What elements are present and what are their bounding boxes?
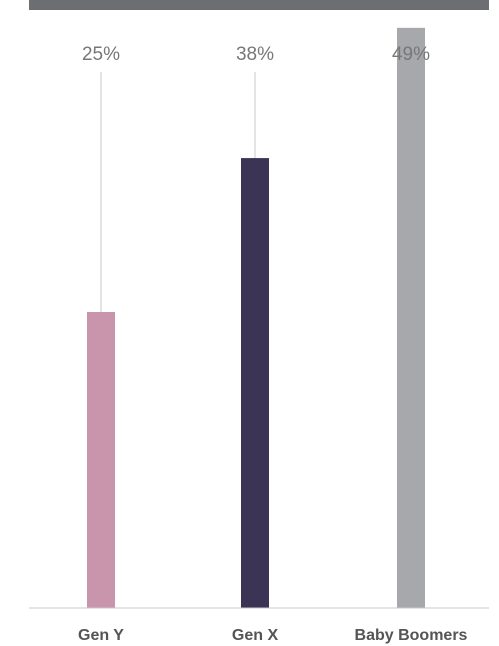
- category-labels-group: Gen Y Gen X Baby Boomers: [78, 627, 468, 644]
- value-label: 25%: [82, 44, 120, 65]
- value-label: 49%: [392, 44, 430, 65]
- category-label: Gen X: [232, 627, 279, 644]
- category-label: Gen Y: [78, 627, 124, 644]
- category-label: Baby Boomers: [355, 627, 468, 644]
- bar: [241, 158, 269, 608]
- bar: [87, 312, 115, 608]
- bars-group: [87, 28, 425, 608]
- value-label: 38%: [236, 44, 274, 65]
- bar: [397, 28, 425, 608]
- value-labels-group: 25% 38% 49%: [82, 44, 430, 65]
- top-rule: [29, 0, 489, 10]
